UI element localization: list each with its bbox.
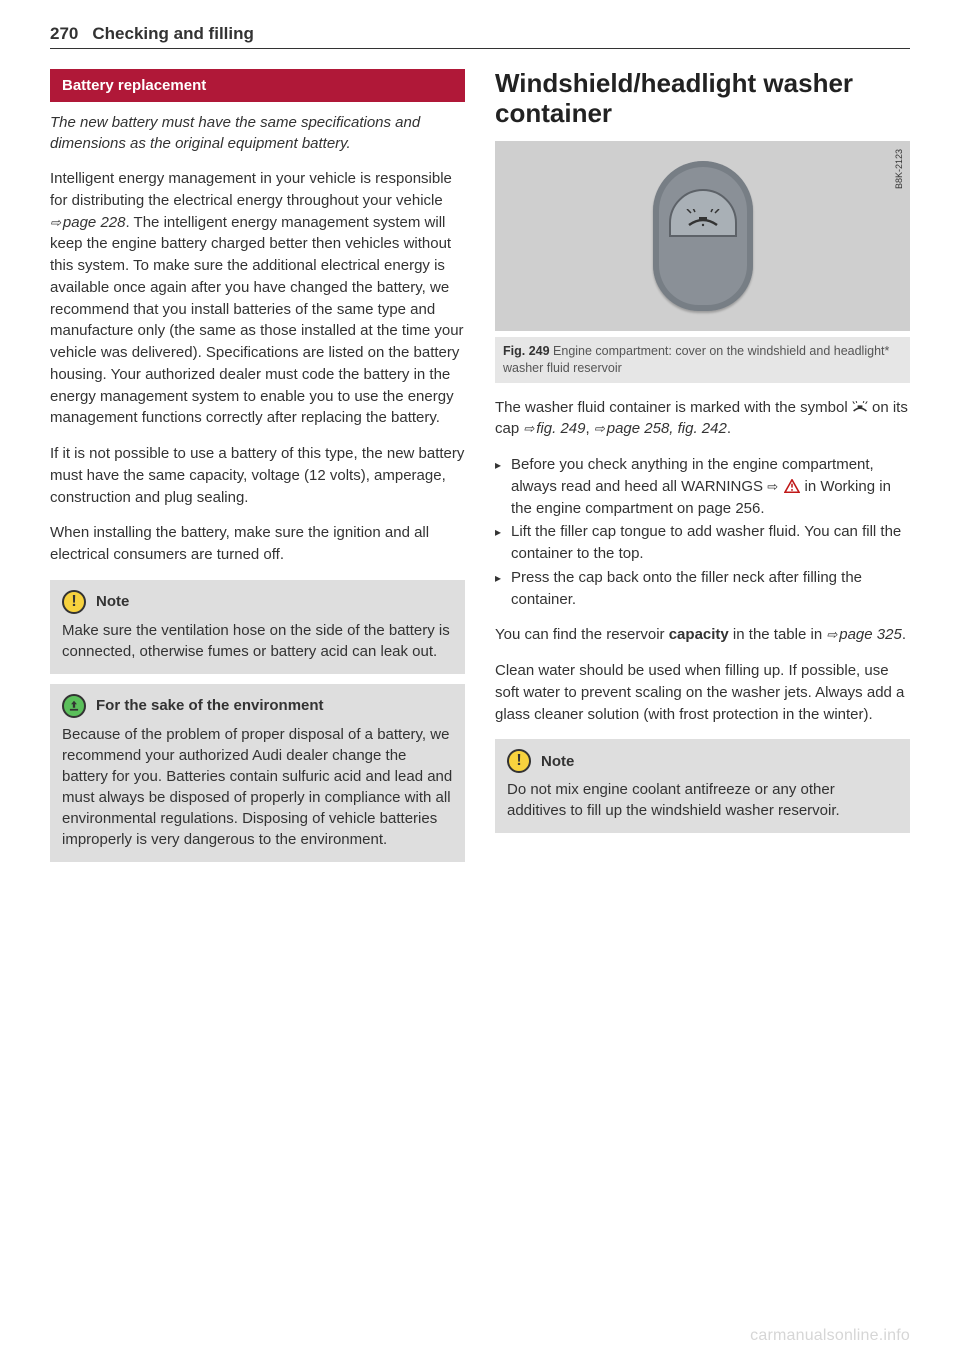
- list-item: Press the cap back onto the filler neck …: [495, 567, 910, 611]
- note-body: Make sure the ventilation hose on the si…: [62, 620, 453, 662]
- warning-icon: !: [507, 749, 531, 773]
- instruction-list: Before you check anything in the engine …: [495, 454, 910, 610]
- environment-header: For the sake of the environment: [62, 694, 453, 718]
- chapter-title: Checking and filling: [92, 24, 254, 44]
- note-callout-right: ! Note Do not mix engine coolant antifre…: [495, 739, 910, 833]
- washer-symbol-icon: [852, 401, 868, 413]
- recycle-icon: [62, 694, 86, 718]
- warning-icon: !: [62, 590, 86, 614]
- note-callout: ! Note Make sure the ventilation hose on…: [50, 580, 465, 674]
- environment-body: Because of the problem of proper disposa…: [62, 724, 453, 850]
- right-column: Windshield/headlight washer container B8…: [495, 69, 910, 872]
- page-number: 270: [50, 24, 78, 44]
- washer-paragraph-1: The washer fluid container is marked wit…: [495, 397, 910, 441]
- left-column: Battery replacement The new battery must…: [50, 69, 465, 872]
- page-ref-link[interactable]: page 228: [50, 214, 125, 231]
- text-segment: Before you check anything in the engine …: [511, 456, 874, 473]
- clean-water-paragraph: Clean water should be used when filling …: [495, 660, 910, 725]
- spray-icon: [685, 209, 721, 229]
- text-segment: The washer fluid container is marked wit…: [495, 399, 852, 416]
- section-header-battery: Battery replacement: [50, 69, 465, 102]
- text-segment: . The intelligent energy management syst…: [50, 214, 464, 427]
- washer-cap-illustration: [653, 161, 753, 311]
- text-segment: .: [902, 626, 906, 643]
- page-ref-link[interactable]: page 258, fig. 242: [594, 420, 727, 437]
- environment-callout: For the sake of the environment Because …: [50, 684, 465, 862]
- fig-ref-link[interactable]: fig. 249: [523, 420, 585, 437]
- text-segment: You can find the reservoir: [495, 626, 669, 643]
- intro-text: The new battery must have the same speci…: [50, 112, 465, 154]
- watermark: carmanualsonline.info: [750, 1327, 910, 1345]
- capacity-paragraph: You can find the reservoir capacity in t…: [495, 624, 910, 646]
- page-header: 270 Checking and filling: [50, 24, 910, 49]
- note-title: Note: [96, 593, 129, 610]
- body-paragraph-3: When installing the battery, make sure t…: [50, 522, 465, 566]
- list-item: Lift the filler cap tongue to add washer…: [495, 521, 910, 565]
- cap-window: [669, 189, 737, 237]
- figure-code: B8K-2123: [894, 149, 904, 189]
- text-segment: Intelligent energy management in your ve…: [50, 170, 452, 209]
- figure-label: Fig. 249: [503, 344, 550, 358]
- environment-title: For the sake of the environment: [96, 697, 324, 714]
- page-ref-link[interactable]: page 325: [826, 626, 901, 643]
- note-header: ! Note: [62, 590, 453, 614]
- text-segment: ,: [585, 420, 593, 437]
- note-body: Do not mix engine coolant antifreeze or …: [507, 779, 898, 821]
- note-header: ! Note: [507, 749, 898, 773]
- two-column-layout: Battery replacement The new battery must…: [50, 69, 910, 872]
- text-segment: .: [727, 420, 731, 437]
- figure-249: B8K-2123: [495, 141, 910, 331]
- figure-caption: Fig. 249 Engine compartment: cover on th…: [495, 337, 910, 383]
- text-segment: in the table in: [729, 626, 827, 643]
- body-paragraph-2: If it is not possible to use a battery o…: [50, 443, 465, 508]
- figure-caption-text: Engine compartment: cover on the windshi…: [503, 344, 889, 375]
- note-title: Note: [541, 753, 574, 770]
- list-item: Before you check anything in the engine …: [495, 454, 910, 519]
- body-paragraph-1: Intelligent energy management in your ve…: [50, 168, 465, 429]
- section-title-washer: Windshield/headlight washer container: [495, 69, 910, 129]
- warning-triangle-icon: [784, 479, 800, 493]
- text-bold: always read and heed all WARNINGS: [511, 478, 767, 495]
- link-arrow-icon: [767, 478, 780, 495]
- text-bold: capacity: [669, 626, 729, 643]
